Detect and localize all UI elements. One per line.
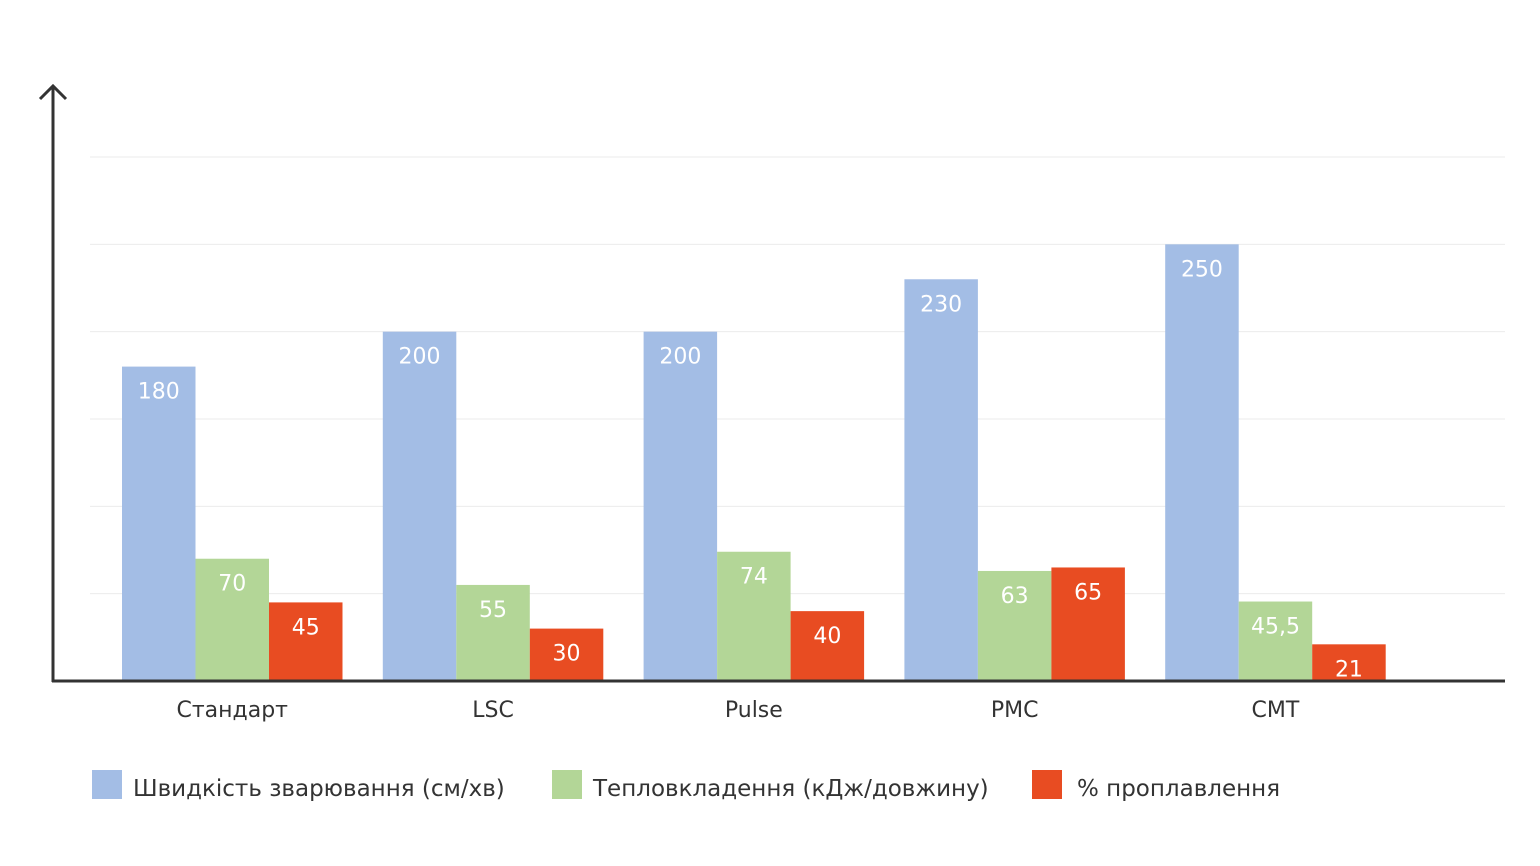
data-label: 45,5 — [1251, 615, 1300, 640]
bar — [269, 602, 343, 681]
legend-swatch — [552, 770, 582, 799]
data-label: 230 — [920, 292, 962, 317]
bar — [195, 558, 269, 681]
bar — [717, 551, 791, 681]
legend: Швидкість зварювання (см/хв) Тепловкладен… — [92, 770, 1280, 802]
bar — [1165, 244, 1239, 682]
data-label: 200 — [659, 345, 701, 370]
category-label: Pulse — [725, 698, 783, 723]
bar — [977, 570, 1052, 681]
bar — [643, 331, 718, 681]
category-label: PMC — [991, 698, 1039, 723]
legend-swatch — [1032, 770, 1062, 799]
legend-label: Швидкість зварювання (см/хв) — [133, 776, 505, 802]
category-label: CMT — [1252, 698, 1300, 723]
data-label: 63 — [1001, 584, 1029, 609]
bar — [790, 611, 865, 681]
data-label: 30 — [553, 642, 581, 667]
legend-swatch — [92, 770, 122, 799]
bar — [529, 628, 604, 681]
data-label: 55 — [479, 598, 507, 623]
bar — [456, 584, 530, 681]
bar — [122, 366, 196, 681]
bar — [1312, 644, 1386, 681]
data-label: 74 — [740, 565, 768, 590]
bars: 180 70 45 200 55 30 200 74 40 230 63 65 250 45,5 21 — [122, 244, 1386, 682]
category-label: LSC — [472, 698, 514, 723]
data-label: 180 — [138, 380, 180, 405]
legend-label: Тепловкладення (кДж/довжину) — [592, 776, 989, 802]
data-label: 21 — [1335, 657, 1363, 682]
bar — [1238, 601, 1313, 681]
data-label: 200 — [399, 345, 441, 370]
data-label: 70 — [218, 572, 246, 597]
category-labels: Стандарт LSC Pulse PMC CMT — [176, 698, 1299, 723]
axes — [38, 83, 1505, 683]
gridlines — [90, 156, 1505, 595]
legend-label: % проплавлення — [1077, 776, 1280, 802]
category-label: Стандарт — [176, 698, 288, 723]
data-label: 45 — [292, 615, 320, 640]
bar — [382, 331, 457, 681]
bar — [1051, 567, 1125, 681]
bar — [904, 279, 978, 681]
data-label: 65 — [1074, 580, 1102, 605]
data-label: 40 — [813, 624, 841, 649]
data-label: 250 — [1181, 257, 1223, 282]
y-axis-arrow-icon — [38, 83, 68, 101]
